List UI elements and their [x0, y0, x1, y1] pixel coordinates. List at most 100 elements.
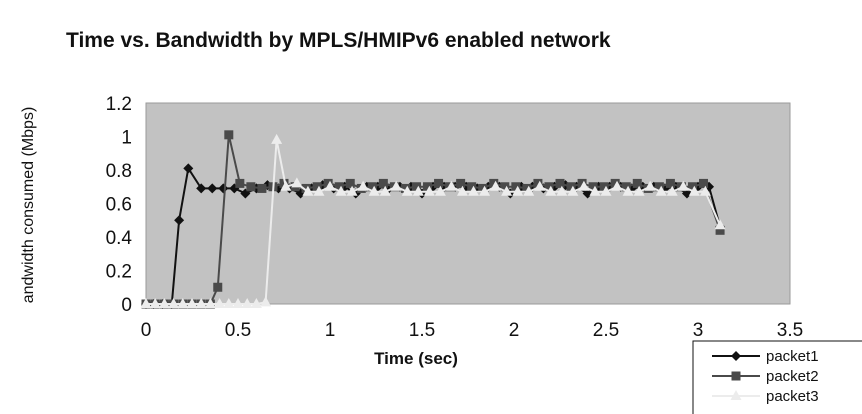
y-tick-label: 0.2: [106, 262, 132, 283]
data-point: [621, 182, 631, 192]
data-point: [544, 182, 554, 192]
data-point: [599, 182, 609, 192]
x-axis-ticks: 0 0.5 1 1.5 2 2.5 3 3.5: [141, 320, 804, 341]
data-point: [654, 182, 664, 192]
data-point: [241, 298, 253, 308]
data-point: [467, 182, 477, 192]
data-point: [250, 298, 262, 308]
data-point: [235, 178, 245, 188]
data-point: [434, 185, 446, 196]
data-point: [280, 180, 292, 191]
data-point: [334, 182, 344, 192]
data-point: [174, 215, 185, 226]
data-point: [715, 225, 725, 235]
data-point: [632, 178, 642, 188]
y-axis-label: andwidth consumed (Mbps): [20, 107, 37, 304]
data-point: [223, 298, 235, 308]
data-point: [390, 180, 402, 191]
data-point: [687, 182, 697, 192]
data-point: [324, 180, 336, 191]
data-point: [279, 178, 289, 188]
data-point: [183, 163, 194, 174]
data-point: [479, 185, 491, 196]
data-point: [578, 180, 590, 191]
data-point: [378, 178, 388, 188]
data-point: [655, 185, 667, 196]
data-point: [224, 130, 234, 140]
data-point: [168, 298, 180, 308]
x-tick-label: 1: [325, 320, 336, 341]
data-point: [140, 298, 152, 308]
data-point: [533, 178, 543, 188]
data-point: [149, 298, 161, 308]
x-tick-label: 2: [509, 320, 520, 341]
data-point: [345, 178, 355, 188]
data-point: [313, 185, 325, 196]
data-point: [232, 298, 244, 308]
data-point: [555, 178, 565, 188]
y-tick-label: 1: [121, 128, 132, 149]
data-point: [214, 298, 226, 308]
legend-marker: [730, 390, 742, 400]
data-point: [186, 298, 198, 308]
data-point: [611, 180, 623, 191]
y-tick-label: 0: [121, 295, 132, 316]
data-point: [699, 178, 709, 188]
chart-title: Time vs. Bandwidth by MPLS/HMIPv6 enable…: [66, 29, 611, 52]
data-point: [556, 185, 568, 196]
data-point: [714, 219, 726, 230]
legend-box: [692, 340, 862, 414]
data-point: [411, 182, 421, 192]
x-tick-label: 0.5: [225, 320, 251, 341]
data-point: [177, 298, 189, 308]
data-point: [500, 182, 510, 192]
data-point: [196, 183, 207, 194]
data-point: [367, 182, 377, 192]
data-point: [677, 180, 689, 191]
data-point: [301, 183, 311, 193]
x-tick-label: 1.5: [409, 320, 435, 341]
y-tick-label: 0.4: [106, 228, 133, 249]
data-point: [577, 178, 587, 188]
data-point: [423, 182, 433, 192]
data-point: [312, 182, 322, 192]
data-point: [589, 185, 601, 196]
data-point: [512, 185, 524, 196]
data-point: [379, 185, 391, 196]
data-point: [257, 183, 267, 193]
data-point: [468, 185, 480, 196]
data-point: [534, 180, 546, 191]
data-point: [523, 185, 535, 196]
data-point: [291, 177, 303, 188]
legend-marker: [731, 371, 741, 381]
x-tick-label: 3.5: [777, 320, 803, 341]
data-point: [260, 296, 272, 307]
data-point: [434, 178, 444, 188]
data-point: [195, 298, 207, 308]
legend-marker: [731, 351, 741, 361]
data-point: [335, 185, 347, 196]
data-point: [207, 183, 218, 194]
data-point: [456, 178, 466, 188]
series-layer: [140, 130, 726, 309]
data-point: [246, 182, 256, 192]
data-point: [357, 180, 369, 191]
data-point: [600, 185, 612, 196]
data-point: [400, 183, 410, 193]
legend-label: packet1: [766, 348, 819, 365]
data-point: [699, 185, 711, 196]
data-point: [490, 180, 502, 191]
data-point: [213, 282, 223, 292]
legend-label: packet2: [766, 368, 819, 385]
plot-background: [145, 102, 791, 305]
data-point: [346, 185, 358, 196]
data-point: [610, 178, 620, 188]
x-tick-label: 3: [693, 320, 704, 341]
data-point: [545, 185, 557, 196]
data-point: [368, 185, 380, 196]
x-tick-label: 0: [141, 320, 152, 341]
data-point: [633, 185, 645, 196]
y-tick-label: 0.6: [106, 195, 132, 216]
